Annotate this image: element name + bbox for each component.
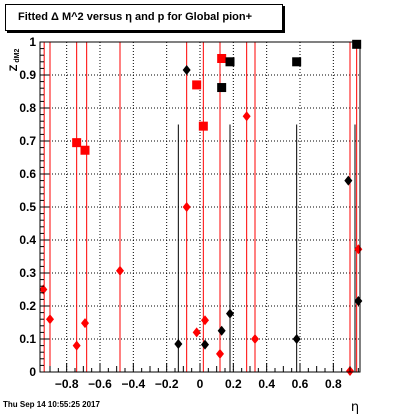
red-diamond-point (46, 314, 54, 325)
y-tick-label: 0.9 (19, 68, 36, 82)
black-diamond-point (292, 334, 301, 344)
x-tick-label: 0.4 (258, 377, 275, 391)
black-diamond-point (226, 308, 234, 319)
red-diamond-point (201, 315, 209, 326)
y-axis-label: ZdM2 (8, 49, 21, 72)
y-tick-label: 0.8 (19, 101, 36, 115)
x-tick-label: 0.8 (325, 377, 342, 391)
black-square-point (225, 57, 235, 67)
red-diamond-point (192, 327, 201, 338)
red-diamond-point (116, 265, 124, 276)
black-diamond-point (174, 338, 183, 349)
y-axis-label-sub: dM2 (14, 49, 21, 63)
black-square-point (217, 83, 227, 93)
x-tick-label: −0.6 (88, 377, 112, 391)
black-diamond-point (201, 339, 209, 350)
x-tick-label: −0.4 (121, 377, 145, 391)
timestamp: Thu Sep 14 10:55:25 2017 (3, 400, 100, 409)
y-tick-label: 0.7 (19, 134, 36, 148)
red-diamond-point (72, 340, 81, 351)
red-diamond-point (216, 348, 224, 359)
x-tick-label: 0.2 (225, 377, 242, 391)
black-diamond-point (217, 325, 226, 336)
chart-title: Fitted Δ M^2 versus η and p for Global p… (18, 11, 253, 23)
red-diamond-point (182, 202, 191, 212)
y-tick-label: 0.2 (19, 299, 36, 313)
red-square-point (72, 138, 82, 148)
x-axis-label: η (351, 400, 359, 414)
y-tick-label: 0.6 (19, 167, 36, 181)
chart-title-box: Fitted Δ M^2 versus η and p for Global p… (5, 4, 283, 31)
red-diamond-point (251, 334, 259, 344)
red-square-point (192, 80, 202, 90)
black-diamond-point (344, 175, 353, 186)
y-tick-label: 0.4 (19, 233, 36, 247)
y-tick-label: 0.3 (19, 266, 36, 280)
red-diamond-point (242, 111, 251, 122)
y-tick-label: 1 (29, 35, 36, 49)
black-square-point (352, 39, 362, 49)
red-diamond-point (39, 284, 48, 295)
y-axis-label-main: Z (8, 64, 20, 71)
red-square-point (198, 121, 208, 131)
black-diamond-point (182, 65, 191, 76)
black-square-point (292, 57, 302, 67)
axis-ticks: −0.8 −0.6 −0.4 −0.2 0 0.2 0.4 0.6 0.8 0 0.1 0.2 0.3 0… (19, 35, 359, 391)
red-square-point (217, 54, 227, 63)
red-diamond-point (81, 318, 89, 329)
grid (40, 42, 360, 372)
y-tick-label: 0 (29, 365, 36, 379)
x-tick-label: 0.6 (292, 377, 309, 391)
x-tick-label: −0.2 (155, 377, 179, 391)
x-tick-label: 0 (197, 377, 204, 391)
y-tick-label: 0.1 (19, 332, 36, 346)
y-axis-title: ZdM2 (8, 49, 21, 72)
y-tick-label: 0.5 (19, 200, 36, 214)
red-square-point (80, 145, 90, 155)
x-tick-label: −0.8 (55, 377, 79, 391)
